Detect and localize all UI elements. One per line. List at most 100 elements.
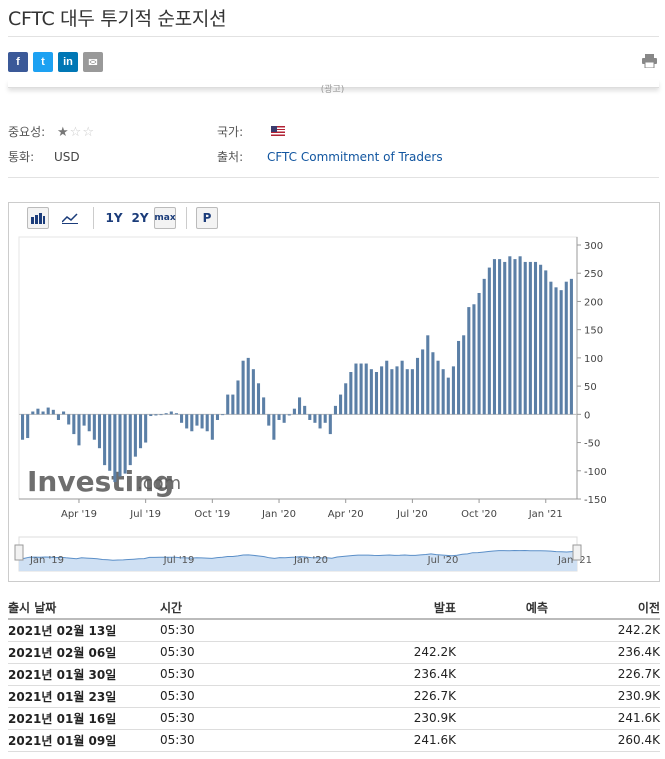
chart-toolbar: 1Y 2Y max P — [9, 203, 659, 233]
y-tick-label: -150 — [584, 495, 607, 506]
chart-container: 1Y 2Y max P 300 250 200 150 100 50 0 -50 -100 -15… — [8, 202, 660, 582]
importance-row: 중요성: ★ ☆ ☆ — [8, 123, 94, 140]
bar — [210, 414, 214, 440]
row-forecast — [456, 685, 548, 708]
bar — [267, 414, 271, 426]
linkedin-icon[interactable]: in — [58, 52, 78, 72]
bar — [569, 278, 573, 415]
bar — [123, 414, 127, 474]
bar — [62, 411, 66, 415]
bar-chart-icon[interactable] — [27, 207, 49, 229]
bar — [308, 414, 312, 420]
bar — [174, 413, 178, 415]
bar — [195, 414, 199, 426]
x-tick-label: Oct '19 — [194, 509, 230, 520]
row-forecast — [456, 619, 548, 642]
bar-chart: 300 250 200 150 100 50 0 -50 -100 -150 Investing.c… — [14, 236, 607, 572]
row-previous: 241.6K — [548, 707, 660, 730]
print-icon[interactable] — [642, 54, 657, 68]
bar — [287, 414, 291, 416]
bar — [185, 414, 189, 429]
bar — [410, 369, 414, 415]
source-link[interactable]: CFTC Commitment of Traders — [266, 150, 443, 164]
period-button[interactable]: P — [196, 207, 218, 229]
bar — [354, 363, 358, 415]
row-previous: 230.9K — [548, 685, 660, 708]
bar — [523, 261, 527, 415]
row-time: 05:30 — [160, 729, 300, 752]
twitter-icon[interactable]: t — [33, 52, 53, 72]
bar — [549, 281, 553, 415]
header-date[interactable]: 출시 날짜 — [8, 597, 160, 620]
y-tick-label: -50 — [584, 439, 600, 450]
country-row: 국가: — [217, 123, 285, 140]
range-1y-button[interactable]: 1Y — [105, 211, 123, 225]
navigator-left-handle[interactable] — [14, 544, 24, 561]
bar — [82, 414, 86, 426]
bar — [467, 307, 471, 415]
bar — [26, 414, 30, 439]
row-actual — [300, 619, 456, 642]
row-previous: 242.2K — [548, 619, 660, 642]
line-chart-icon[interactable] — [59, 207, 81, 229]
email-icon[interactable]: ✉ — [83, 52, 103, 72]
navigator-right-handle[interactable] — [572, 544, 582, 561]
bar — [323, 414, 327, 423]
bar — [482, 278, 486, 415]
range-max-button[interactable]: max — [154, 207, 176, 229]
navigator-label: Jul '20 — [427, 555, 459, 566]
bar — [180, 414, 184, 423]
bar — [169, 411, 173, 415]
bar — [149, 414, 153, 417]
bar — [431, 352, 435, 415]
navigator-label: Jul '19 — [163, 555, 195, 566]
bar — [226, 394, 230, 415]
bar — [113, 414, 117, 483]
bar — [246, 357, 250, 415]
bar — [164, 413, 168, 415]
bar — [395, 366, 399, 415]
y-tick-label: -100 — [584, 467, 607, 478]
row-forecast — [456, 641, 548, 664]
bar — [256, 383, 261, 415]
table-row: 2021년 01월 30일 05:30 236.4K 226.7K — [8, 663, 660, 686]
bar — [298, 397, 302, 415]
bar — [539, 264, 543, 415]
currency-row: 통화: USD — [8, 148, 80, 165]
bar — [36, 408, 40, 415]
bar — [446, 377, 450, 415]
bar — [231, 394, 235, 415]
bar — [215, 414, 220, 420]
bar — [374, 372, 379, 415]
bar — [46, 407, 50, 415]
bar — [415, 357, 420, 415]
bar — [333, 405, 337, 415]
facebook-icon[interactable]: f — [8, 52, 28, 72]
ad-divider — [8, 80, 659, 88]
us-flag-icon — [270, 126, 285, 136]
bar — [533, 261, 538, 415]
bar — [92, 414, 96, 440]
range-2y-button[interactable]: 2Y — [131, 211, 149, 225]
row-actual: 226.7K — [300, 685, 456, 708]
x-tick-label: Jan '21 — [528, 509, 563, 520]
y-tick-label: 200 — [584, 297, 603, 308]
header-forecast: 예측 — [456, 597, 548, 620]
navigator-area — [19, 550, 577, 571]
header-actual: 발표 — [300, 597, 456, 620]
y-tick-label: 0 — [584, 410, 590, 421]
bar — [251, 369, 255, 415]
x-tick-label: Jul '19 — [129, 509, 161, 520]
bar — [303, 405, 307, 415]
navigator-label: Jan '19 — [29, 555, 64, 566]
navigator: Jan '19 Jul '19 Jan '20 Jul '20 Jan '21 — [14, 536, 592, 572]
share-bar: f t in ✉ — [8, 52, 103, 72]
y-tick-label: 300 — [584, 241, 603, 252]
bar — [513, 259, 517, 415]
row-forecast — [456, 663, 548, 686]
bar — [349, 372, 353, 415]
bar — [400, 360, 404, 415]
table-row: 2021년 02월 13일 05:30 242.2K — [8, 619, 660, 642]
y-tick-label: 100 — [584, 354, 603, 365]
bar — [451, 366, 455, 415]
